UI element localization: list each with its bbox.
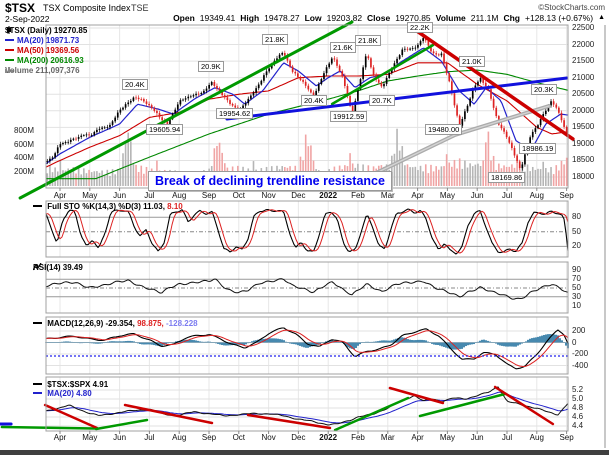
ratio-legend: $TSX:$SPX 4.91: [33, 380, 108, 389]
macd-label: MACD(12,26,9): [47, 319, 104, 328]
macd-value: -29.354,: [105, 319, 135, 328]
open-label: Open: [173, 13, 195, 23]
quote-bar: Open 19349.41 High 19478.27 Low 19203.82 Cl…: [173, 13, 605, 23]
main-series-legend: $TSX (Daily) 19270.85: [5, 26, 87, 35]
ratio-ma-label: MA(20) 4.80: [47, 389, 92, 398]
ratio-line-icon: [33, 382, 42, 385]
stockcharts-credit: ©StockCharts.com: [538, 3, 605, 12]
volume-label: Volume: [435, 13, 466, 23]
volume-legend-label: Volume 211,097,376: [5, 66, 80, 75]
macd-legend: MACD(12,26,9) -29.354, 98.875, -128.228: [33, 319, 198, 328]
macd-line-icon: [33, 321, 42, 324]
ma20-legend: MA(20) 19871.73: [5, 36, 79, 45]
trendline-break-annotation: Break of declining trendline resistance: [148, 171, 392, 191]
sto-line-icon: [33, 204, 42, 207]
horizontal-scrollbar[interactable]: [0, 450, 609, 455]
chg-up-arrow-icon: ▲: [598, 14, 605, 21]
high-value: 19478.27: [264, 13, 300, 23]
rsi-indicator-icon: [33, 263, 42, 271]
close-label: Close: [367, 13, 391, 23]
ma50-line-icon: [5, 48, 14, 51]
ticker-exchange: TSE: [131, 3, 149, 13]
chg-value: +128.13 (+0.67%): [525, 13, 594, 23]
macd-signal-value: 98.875,: [137, 319, 164, 328]
ma200-legend: MA(200) 20616.93: [5, 56, 84, 65]
rsi-legend: RSI(14) 39.49: [33, 263, 83, 272]
chg-label: Chg: [503, 13, 520, 23]
ma20-line-icon: [5, 38, 14, 41]
ticker-name: TSX Composite Index: [43, 3, 131, 13]
volume-bars-icon: [5, 67, 13, 73]
ma200-line-icon: [5, 58, 14, 61]
ma20-label: MA(20) 19871.73: [17, 36, 80, 45]
high-label: High: [240, 13, 260, 23]
sto-d-value: 8.10: [167, 202, 183, 211]
ratio-ma-legend: MA(20) 4.80: [33, 389, 92, 398]
ma50-label: MA(50) 19369.56: [17, 46, 80, 55]
close-value: 19270.85: [395, 13, 431, 23]
low-label: Low: [304, 13, 322, 23]
ticker-symbol: $TSX: [5, 1, 36, 15]
ratio-ma-line-icon: [33, 391, 42, 394]
macd-hist-value: -128.228: [166, 319, 198, 328]
ma50-legend: MA(50) 19369.56: [5, 46, 79, 55]
ma200-label: MA(200) 20616.93: [17, 56, 84, 65]
volume-legend: Volume 211,097,376: [5, 66, 80, 75]
chart-date: 2-Sep-2022: [5, 14, 50, 24]
rsi-label: RSI(14) 39.49: [33, 263, 83, 272]
candlestick-icon: [7, 26, 11, 34]
sto-label: Full STO %K(14,3) %D(3): [47, 202, 141, 211]
ratio-label: $TSX:$SPX 4.91: [47, 380, 109, 389]
vertical-scrollbar[interactable]: [604, 25, 606, 448]
low-value: 19203.82: [326, 13, 363, 23]
open-value: 19349.41: [199, 13, 236, 23]
main-series-label: $TSX (Daily) 19270.85: [5, 26, 88, 35]
sto-k-value: 11.03,: [143, 202, 165, 211]
sto-legend: Full STO %K(14,3) %D(3) 11.03, 8.10: [33, 202, 183, 211]
volume-value: 211.1M: [470, 13, 499, 23]
